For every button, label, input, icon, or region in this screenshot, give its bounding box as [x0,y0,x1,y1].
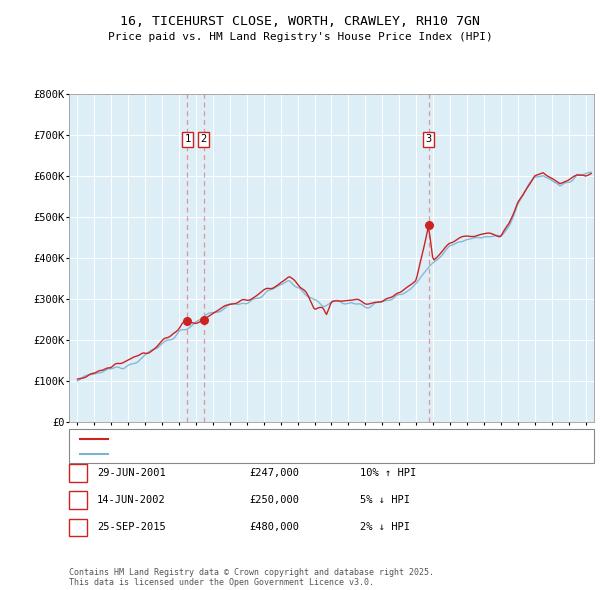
Text: HPI: Average price, detached house, Crawley: HPI: Average price, detached house, Craw… [113,449,365,459]
Text: 1: 1 [75,468,81,478]
Text: 14-JUN-2002: 14-JUN-2002 [97,496,166,505]
Text: Contains HM Land Registry data © Crown copyright and database right 2025.
This d: Contains HM Land Registry data © Crown c… [69,568,434,587]
Text: £250,000: £250,000 [249,496,299,505]
Text: 25-SEP-2015: 25-SEP-2015 [97,523,166,532]
Text: 2% ↓ HPI: 2% ↓ HPI [360,523,410,532]
Text: Price paid vs. HM Land Registry's House Price Index (HPI): Price paid vs. HM Land Registry's House … [107,32,493,42]
Text: 3: 3 [425,135,431,145]
Text: £480,000: £480,000 [249,523,299,532]
Text: 16, TICEHURST CLOSE, WORTH, CRAWLEY, RH10 7GN: 16, TICEHURST CLOSE, WORTH, CRAWLEY, RH1… [120,15,480,28]
Text: 29-JUN-2001: 29-JUN-2001 [97,468,166,478]
Text: 10% ↑ HPI: 10% ↑ HPI [360,468,416,478]
Text: 1: 1 [184,135,191,145]
Text: £247,000: £247,000 [249,468,299,478]
Text: 2: 2 [200,135,207,145]
Text: 16, TICEHURST CLOSE, WORTH, CRAWLEY, RH10 7GN (detached house): 16, TICEHURST CLOSE, WORTH, CRAWLEY, RH1… [113,434,477,444]
Text: 5% ↓ HPI: 5% ↓ HPI [360,496,410,505]
Text: 2: 2 [75,496,81,505]
Text: 3: 3 [75,523,81,532]
